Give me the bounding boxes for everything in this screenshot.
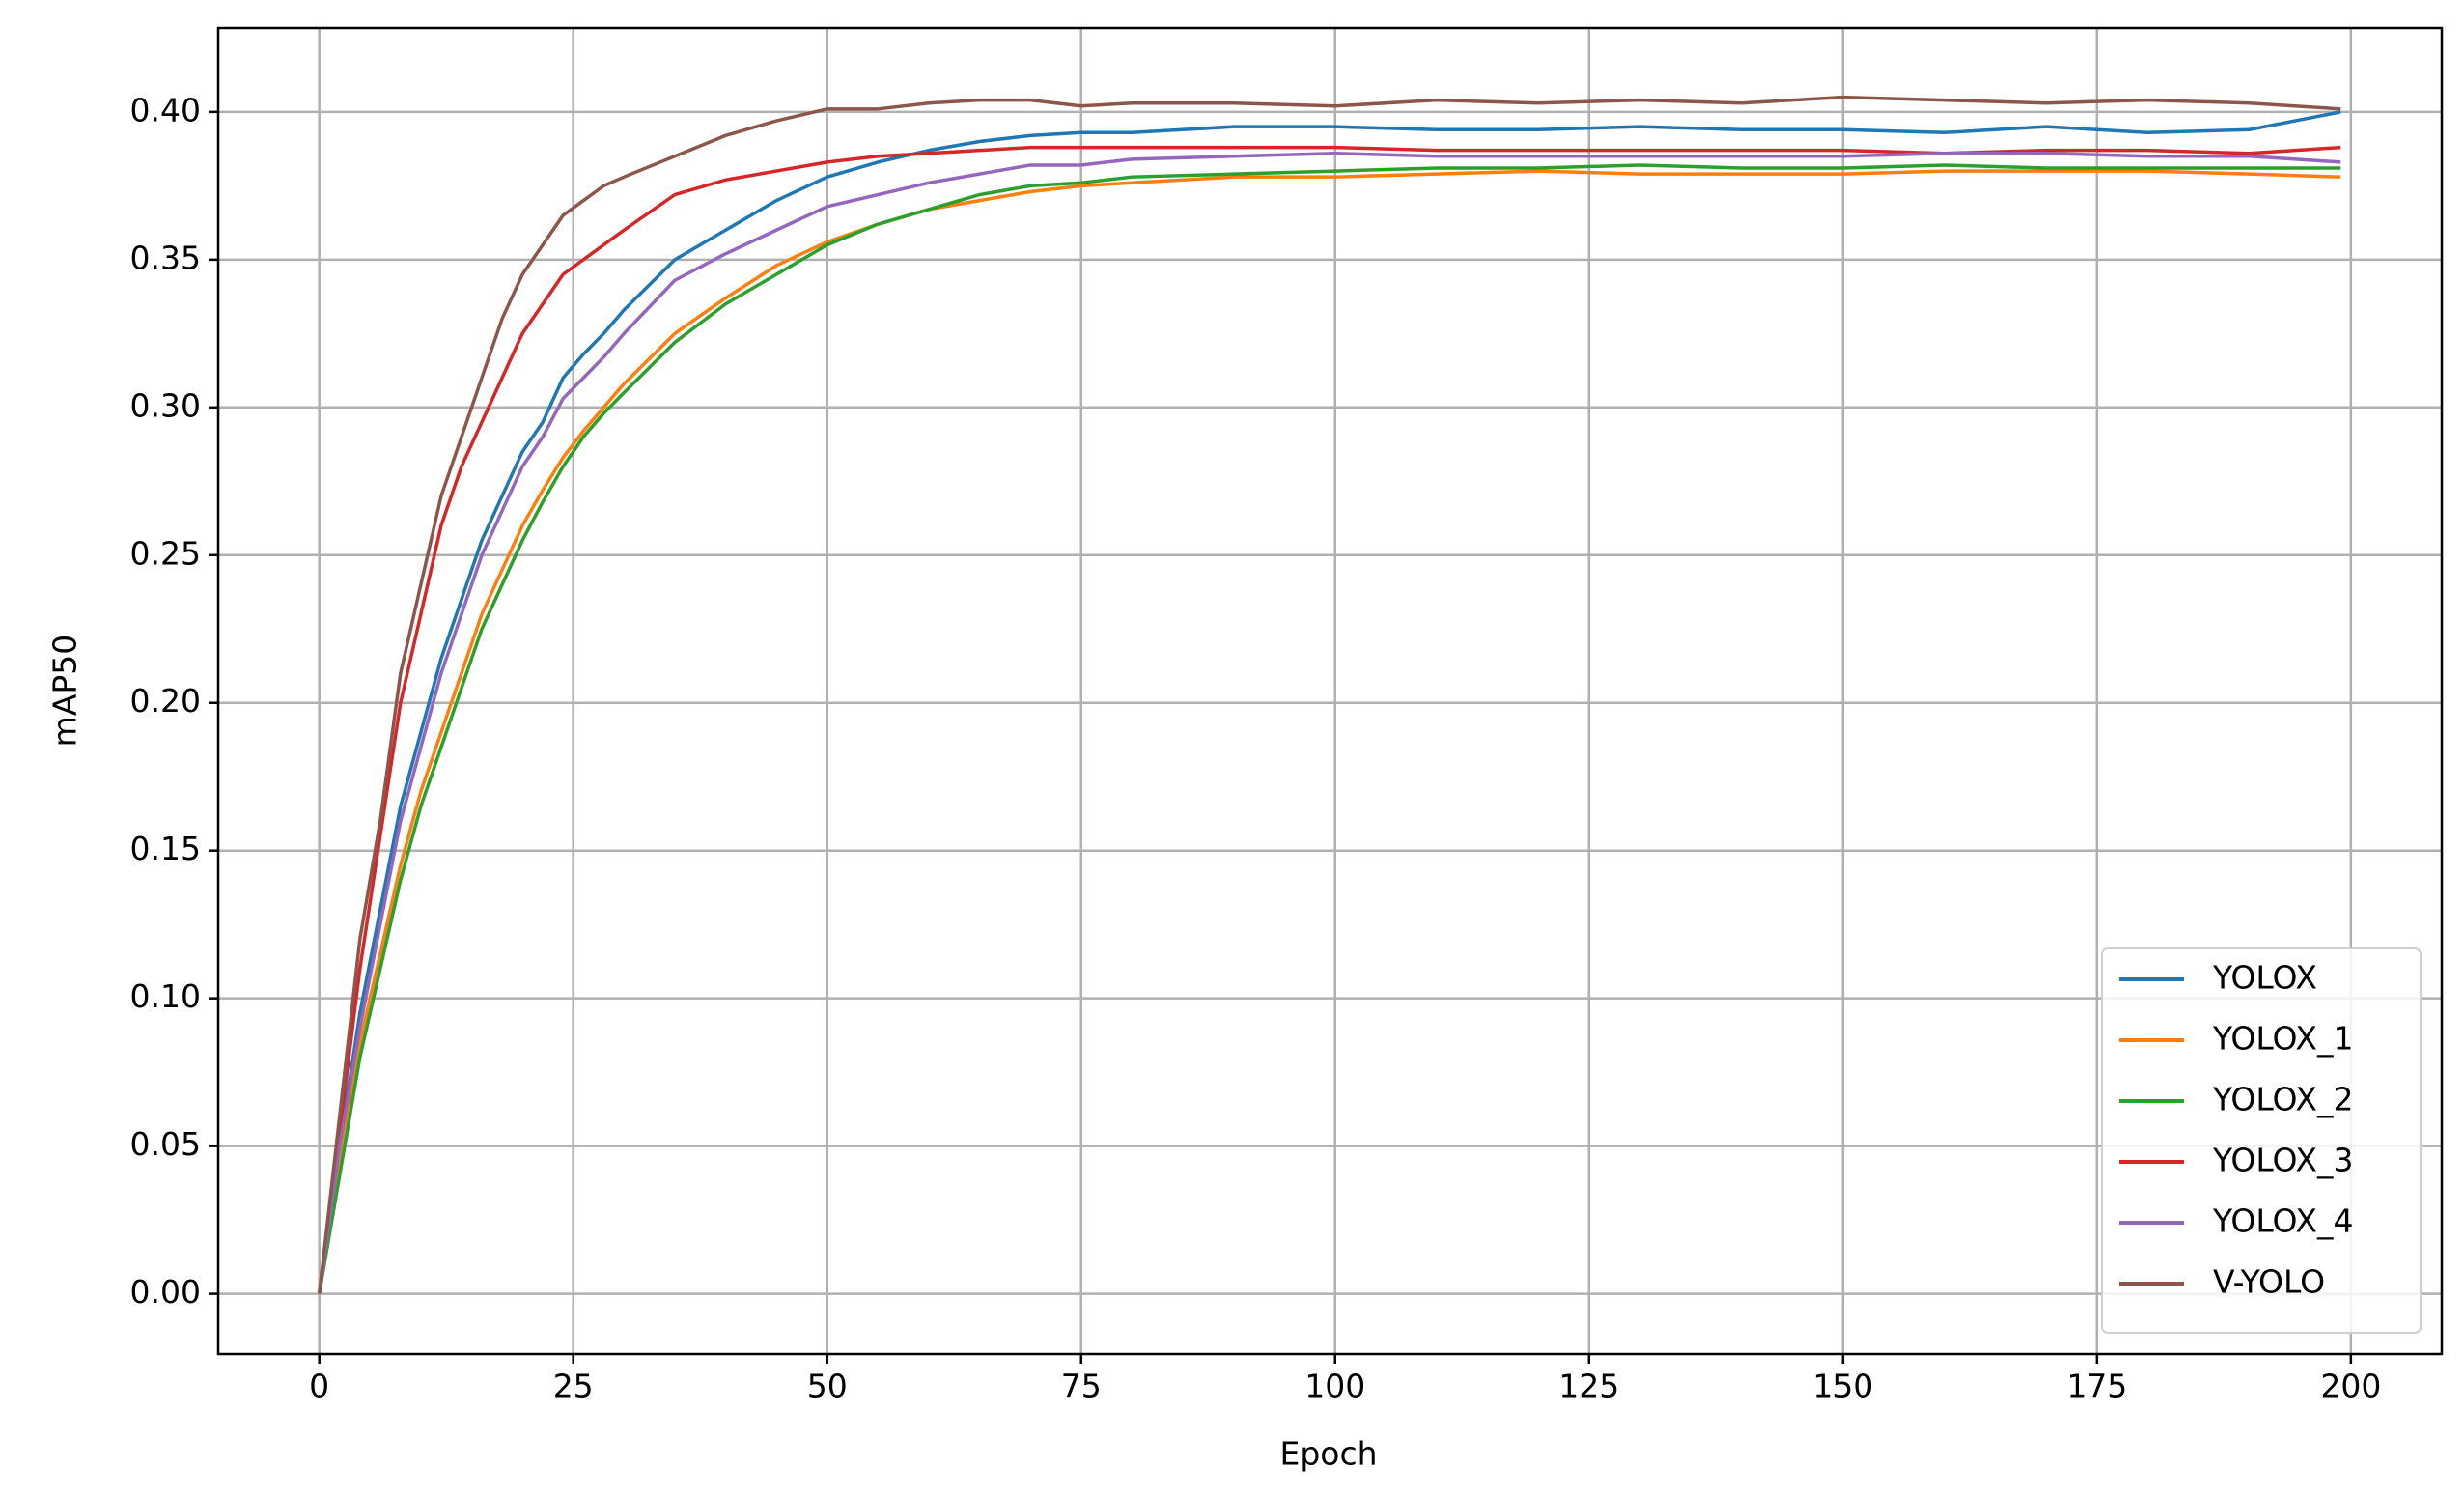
y-tick-label: 0.25 [130,534,201,572]
x-tick-label: 0 [309,1368,329,1405]
series-line [317,110,2341,1294]
series-line [317,95,2341,1294]
x-tick-label: 100 [1304,1368,1365,1405]
y-tick-label: 0.00 [130,1273,201,1311]
y-tick-label: 0.40 [130,91,201,128]
y-tick-label: 0.05 [130,1125,201,1163]
legend-label: YOLOX [2212,959,2317,997]
x-tick-label: 125 [1558,1368,1619,1405]
grid [218,28,2442,1354]
series-line [317,163,2341,1294]
x-axis-label: Epoch [1279,1435,1377,1473]
y-axis-label: mAP50 [46,635,84,748]
y-tick-label: 0.15 [130,830,201,867]
series-line [317,169,2341,1294]
legend-label: YOLOX_1 [2212,1020,2354,1058]
lines [317,95,2341,1294]
legend-label: YOLOX_4 [2212,1202,2354,1240]
x-tick-label: 50 [807,1368,848,1405]
axes-frame [216,26,2444,1356]
legend: YOLOX YOLOX_1 YOLOX_2 YOLOX_3 YOLOX_4 V-YOLO [2101,947,2422,1334]
y-tick-label: 0.35 [130,239,201,276]
y-tick-label: 0.10 [130,977,201,1015]
x-tick-label: 25 [553,1368,594,1405]
x-tick-label: 75 [1061,1368,1102,1405]
x-tick-label: 200 [2320,1368,2381,1405]
series-line [317,145,2341,1294]
series-line [317,151,2341,1294]
legend-box [2101,947,2422,1334]
legend-label: V-YOLO [2213,1263,2325,1301]
x-tick-label: 150 [1812,1368,1873,1405]
y-tick-label: 0.20 [130,682,201,720]
y-tick-label: 0.30 [130,386,201,424]
x-tick-label: 175 [2066,1368,2127,1405]
legend-label: YOLOX_3 [2212,1142,2354,1179]
legend-label: YOLOX_2 [2212,1081,2354,1118]
